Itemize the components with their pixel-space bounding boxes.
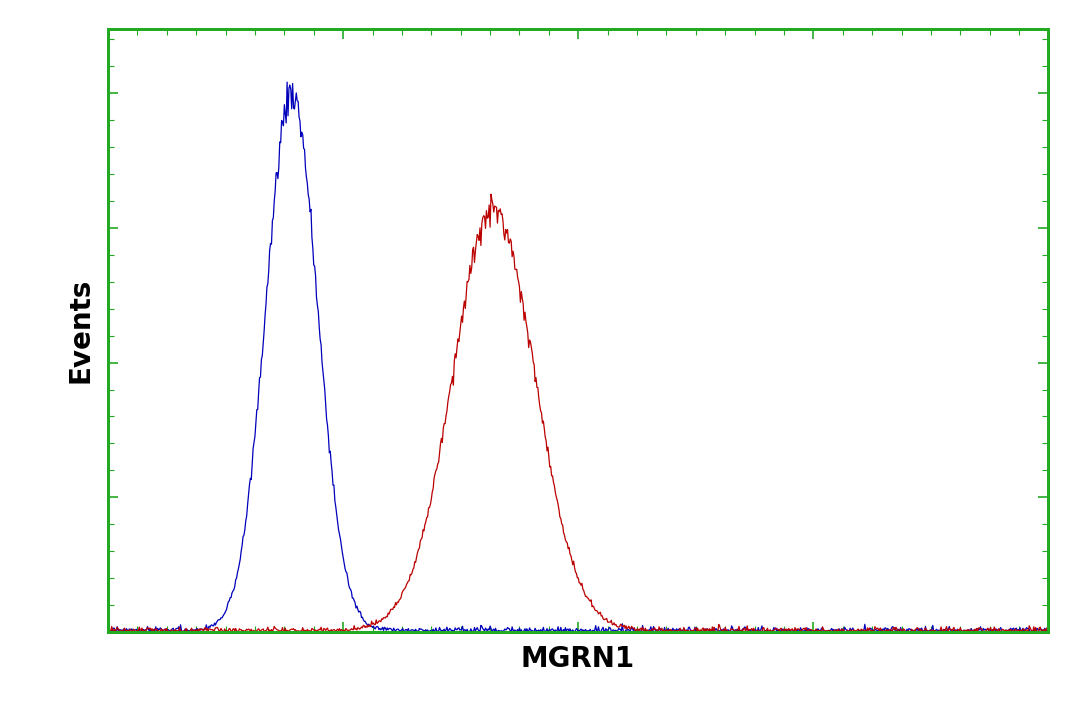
X-axis label: MGRN1: MGRN1 xyxy=(521,645,635,673)
Y-axis label: Events: Events xyxy=(67,278,95,383)
